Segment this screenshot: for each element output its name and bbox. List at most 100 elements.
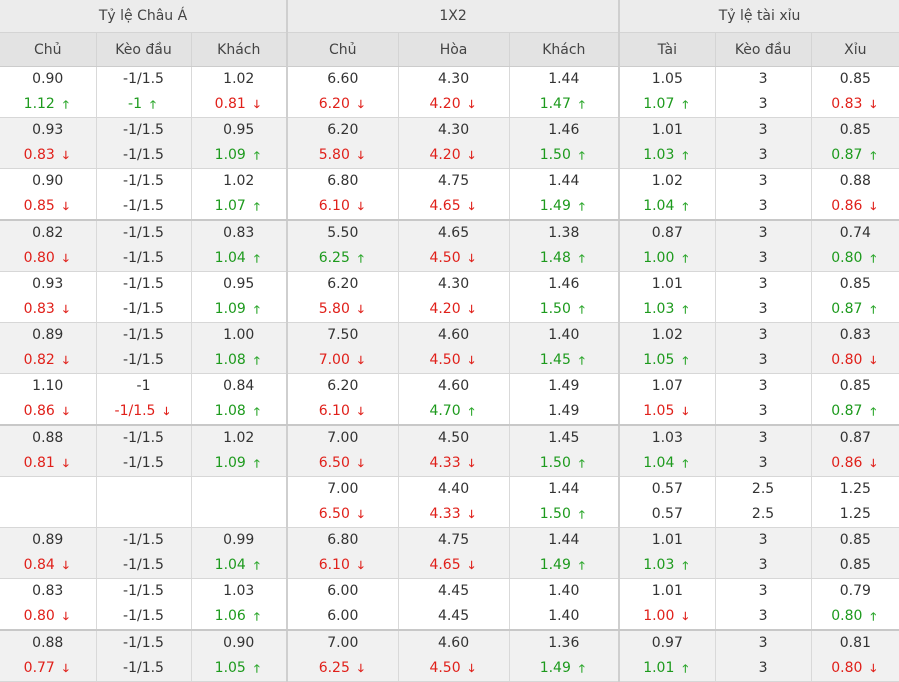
current-odds-away: 1.08 🡑 bbox=[191, 399, 289, 426]
current-odds-under: 0.80 🡓 bbox=[811, 656, 899, 682]
odds-row-opening: 0.83 -1/1.5 1.03 6.00 4.45 1.40 1.01 3 0.79 bbox=[0, 578, 899, 604]
odds-value: -1/1.5 bbox=[123, 430, 164, 446]
odds-value: 3 bbox=[758, 557, 768, 573]
current-odds-1x2-away: 1.48 🡑 bbox=[509, 246, 621, 272]
current-odds-1x2-draw: 4.65 🡓 bbox=[398, 194, 510, 221]
opening-odds-handicap bbox=[96, 476, 192, 502]
arrow-up-icon: 🡑 bbox=[682, 199, 689, 213]
odds-value: 3 bbox=[758, 378, 768, 394]
odds-value: 0.90 bbox=[223, 635, 255, 651]
odds-value: 7.00 bbox=[327, 430, 359, 446]
odds-value: 1.09 bbox=[214, 455, 246, 471]
odds-value: 0.88 bbox=[839, 173, 871, 189]
arrow-up-icon: 🡑 bbox=[253, 404, 260, 418]
odds-value: 1.40 bbox=[548, 583, 580, 599]
col-header-1x2-home[interactable]: Chủ bbox=[287, 32, 399, 67]
odds-row-current: 6.50 🡓 4.33 🡓 1.50 🡑 0.57 2.5 1.25 bbox=[0, 502, 899, 528]
arrow-up-icon: 🡑 bbox=[357, 251, 364, 265]
opening-odds-home: 0.88 bbox=[0, 630, 97, 656]
opening-odds-home: 0.82 bbox=[0, 220, 97, 246]
opening-odds-handicap: -1/1.5 bbox=[96, 527, 192, 553]
odds-value: 1.03 bbox=[643, 557, 675, 573]
odds-value: -1/1.5 bbox=[123, 198, 164, 214]
odds-value: 3 bbox=[758, 660, 768, 676]
opening-odds-total-line: 3 bbox=[715, 66, 812, 92]
opening-odds-over: 1.02 bbox=[619, 168, 716, 194]
current-odds-home bbox=[0, 502, 97, 528]
opening-odds-under: 0.81 bbox=[811, 630, 899, 656]
current-odds-home: 0.83 🡓 bbox=[0, 143, 97, 169]
odds-row-opening: 7.00 4.40 1.44 0.57 2.5 1.25 bbox=[0, 476, 899, 502]
current-odds-under: 0.87 🡑 bbox=[811, 399, 899, 426]
current-odds-under: 0.80 🡓 bbox=[811, 348, 899, 374]
opening-odds-1x2-home: 6.80 bbox=[287, 527, 399, 553]
odds-value: 1.49 bbox=[548, 403, 580, 419]
current-odds-away: 1.09 🡑 bbox=[191, 451, 289, 477]
odds-value: 1.46 bbox=[548, 122, 580, 138]
opening-odds-home: 0.93 bbox=[0, 117, 97, 143]
opening-odds-1x2-away: 1.40 bbox=[509, 322, 621, 348]
arrow-up-icon: 🡑 bbox=[579, 199, 585, 213]
col-header-1x2-away[interactable]: Khách bbox=[509, 32, 621, 67]
odds-row-current: 0.80 🡓 -1/1.5 1.06 🡑 6.00 4.45 1.40 1.00 🡓 3 0.80 🡑 bbox=[0, 604, 899, 631]
group-header-asian-handicap: Tỷ lệ Châu Á bbox=[0, 0, 289, 33]
odds-value: 1.00 bbox=[643, 608, 675, 624]
odds-value: 2.5 bbox=[751, 481, 775, 497]
opening-odds-1x2-away: 1.44 bbox=[509, 66, 621, 92]
arrow-up-icon: 🡑 bbox=[579, 558, 585, 572]
col-header-under[interactable]: Xỉu bbox=[811, 32, 899, 67]
opening-odds-handicap: -1/1.5 bbox=[96, 271, 192, 297]
odds-row-current: 0.81 🡓 -1/1.5 1.09 🡑 6.50 🡓 4.33 🡓 1.50 🡑 1.04 🡑 3 0.8… bbox=[0, 451, 899, 477]
odds-value: 1.09 bbox=[214, 301, 246, 317]
odds-value: 1.50 bbox=[539, 147, 571, 163]
odds-value: 1.46 bbox=[548, 276, 580, 292]
odds-row-current: 0.86 🡓 -1/1.5 🡓 1.08 🡑 6.10 🡓 4.70 🡑 1.49 1.05 🡓 3 0.8… bbox=[0, 399, 899, 426]
odds-value: 1.40 bbox=[548, 327, 580, 343]
col-header-total-line[interactable]: Kèo đầu bbox=[715, 32, 812, 67]
odds-value: 4.65 bbox=[437, 225, 470, 241]
current-odds-1x2-away: 1.49 🡑 bbox=[509, 194, 621, 221]
current-odds-handicap: -1/1.5 🡓 bbox=[96, 399, 192, 426]
opening-odds-1x2-draw: 4.40 bbox=[398, 476, 510, 502]
col-header-home[interactable]: Chủ bbox=[0, 32, 97, 67]
current-odds-1x2-home: 6.50 🡓 bbox=[287, 451, 399, 477]
odds-value: 6.20 bbox=[327, 378, 359, 394]
odds-value: 1.06 bbox=[214, 608, 246, 624]
current-odds-1x2-draw: 4.50 🡓 bbox=[398, 348, 510, 374]
current-odds-1x2-draw: 4.45 bbox=[398, 604, 510, 631]
col-header-1x2-draw[interactable]: Hòa bbox=[398, 32, 510, 67]
arrow-up-icon: 🡑 bbox=[253, 353, 260, 367]
current-odds-handicap: -1/1.5 bbox=[96, 194, 192, 221]
odds-value: 3 bbox=[758, 198, 768, 214]
odds-value: 6.10 bbox=[318, 403, 350, 419]
col-header-away[interactable]: Khách bbox=[191, 32, 289, 67]
opening-odds-handicap: -1/1.5 bbox=[96, 117, 192, 143]
odds-value: 1.44 bbox=[548, 71, 580, 87]
odds-value: 0.95 bbox=[223, 122, 255, 138]
opening-odds-total-line: 3 bbox=[715, 630, 812, 656]
odds-value: 0.87 bbox=[831, 403, 863, 419]
opening-odds-1x2-away: 1.44 bbox=[509, 476, 621, 502]
odds-value: 4.60 bbox=[437, 327, 470, 343]
arrow-down-icon: 🡓 bbox=[62, 148, 69, 162]
opening-odds-total-line: 3 bbox=[715, 168, 812, 194]
current-odds-handicap: -1/1.5 bbox=[96, 246, 192, 272]
col-header-handicap[interactable]: Kèo đầu bbox=[96, 32, 192, 67]
current-odds-total-line: 3 bbox=[715, 143, 812, 169]
odds-value: -1/1.5 bbox=[123, 608, 164, 624]
odds-value: -1 bbox=[128, 96, 142, 112]
arrow-up-icon: 🡑 bbox=[62, 97, 69, 111]
odds-value: 6.50 bbox=[318, 506, 350, 522]
current-odds-home: 0.80 🡓 bbox=[0, 246, 97, 272]
odds-value: 0.88 bbox=[32, 635, 64, 651]
odds-value: 0.82 bbox=[23, 352, 55, 368]
opening-odds-1x2-home: 5.50 bbox=[287, 220, 399, 246]
arrow-down-icon: 🡓 bbox=[870, 661, 877, 675]
odds-value: 0.83 bbox=[839, 327, 871, 343]
current-odds-under: 1.25 bbox=[811, 502, 899, 528]
odds-row-opening: 0.93 -1/1.5 0.95 6.20 4.30 1.46 1.01 3 0.85 bbox=[0, 271, 899, 297]
col-header-over[interactable]: Tài bbox=[619, 32, 716, 67]
odds-value: 1.44 bbox=[548, 481, 580, 497]
odds-row-current: 0.80 🡓 -1/1.5 1.04 🡑 6.25 🡑 4.50 🡓 1.48 🡑 1.00 🡑 3 0.8… bbox=[0, 246, 899, 272]
odds-value: 0.80 bbox=[831, 352, 863, 368]
